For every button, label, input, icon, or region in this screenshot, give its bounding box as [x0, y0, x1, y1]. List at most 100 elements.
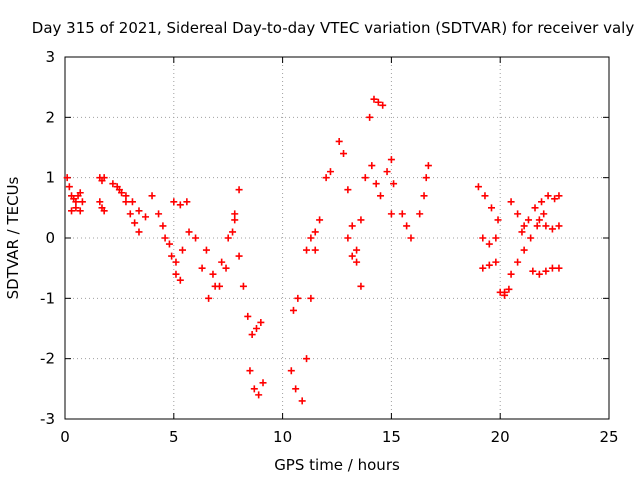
data-point — [485, 261, 493, 269]
data-point — [390, 180, 398, 188]
data-point — [361, 174, 369, 182]
data-point — [531, 204, 539, 212]
data-point — [398, 210, 406, 218]
data-point — [122, 192, 130, 200]
data-point — [348, 222, 356, 230]
data-point — [239, 282, 247, 290]
data-point — [292, 385, 300, 393]
data-point — [135, 207, 143, 215]
data-point — [100, 207, 108, 215]
x-tick-label: 25 — [599, 428, 618, 446]
y-tick-label: 0 — [45, 229, 55, 247]
data-point — [514, 258, 522, 266]
data-point — [307, 234, 315, 242]
data-point — [507, 270, 515, 278]
data-point — [218, 258, 226, 266]
axis-ticks — [64, 56, 610, 420]
data-point — [492, 234, 500, 242]
data-point — [407, 234, 415, 242]
data-point — [159, 222, 167, 230]
data-point — [357, 282, 365, 290]
data-point — [231, 216, 239, 224]
data-point — [377, 192, 385, 200]
data-point — [540, 210, 548, 218]
data-point — [357, 216, 365, 224]
data-point — [72, 198, 80, 206]
data-point — [311, 246, 319, 254]
data-point — [307, 294, 315, 302]
data-point — [250, 385, 258, 393]
data-point — [514, 210, 522, 218]
data-point — [533, 222, 541, 230]
data-point — [176, 276, 184, 284]
data-point — [548, 225, 556, 233]
data-point — [229, 228, 237, 236]
data-point — [252, 325, 260, 332]
x-tick-label: 10 — [273, 428, 292, 446]
data-point — [148, 192, 156, 200]
data-point — [255, 391, 263, 399]
data-point — [416, 210, 424, 218]
data-point — [555, 264, 563, 272]
data-point — [168, 252, 176, 260]
data-point — [235, 186, 243, 194]
data-point — [542, 222, 550, 230]
data-point — [492, 258, 500, 266]
data-point — [535, 216, 543, 224]
data-point — [294, 294, 302, 302]
data-point — [126, 210, 134, 218]
data-point — [311, 228, 319, 236]
data-point — [78, 198, 86, 206]
data-point — [348, 252, 356, 260]
y-tick-labels: -3 -2 -1 0 1 2 3 — [40, 48, 55, 428]
data-point — [172, 258, 180, 266]
data-point — [340, 150, 348, 158]
data-point — [544, 192, 552, 200]
x-tick-label: 15 — [382, 428, 401, 446]
data-point — [555, 222, 563, 230]
y-tick-label: -3 — [40, 410, 55, 428]
data-point — [353, 246, 361, 254]
x-tick-label: 20 — [491, 428, 510, 446]
data-point — [370, 95, 378, 103]
data-point — [529, 267, 537, 275]
data-point — [165, 240, 173, 248]
data-point — [142, 213, 150, 221]
data-point — [161, 234, 169, 242]
data-point — [538, 198, 546, 206]
grid-lines — [65, 57, 609, 419]
data-point — [487, 204, 495, 212]
data-point — [316, 216, 324, 224]
data-point — [548, 264, 556, 272]
y-tick-label: 3 — [45, 48, 55, 66]
y-axis-label: SDTVAR / TECUs — [4, 176, 22, 299]
data-point — [505, 285, 513, 293]
data-point — [298, 397, 306, 405]
data-point — [209, 270, 217, 278]
data-point — [259, 379, 267, 387]
data-point — [383, 168, 391, 176]
data-point — [246, 367, 254, 375]
data-point — [231, 210, 239, 218]
data-point — [222, 264, 230, 272]
data-point — [424, 162, 432, 170]
data-point — [520, 246, 528, 254]
data-point — [379, 101, 387, 109]
data-point — [176, 201, 184, 209]
data-point — [244, 312, 252, 320]
data-point — [335, 137, 343, 145]
data-point — [387, 156, 395, 164]
data-point — [474, 183, 482, 191]
data-point — [115, 186, 123, 194]
data-point — [403, 222, 411, 230]
data-point — [542, 267, 550, 275]
data-point — [185, 228, 193, 236]
data-point — [248, 331, 256, 339]
y-tick-label: -1 — [40, 289, 55, 307]
x-tick-label: 0 — [60, 428, 70, 446]
data-point — [289, 306, 297, 314]
data-point — [100, 174, 108, 182]
data-point — [135, 228, 143, 236]
data-point — [322, 174, 330, 182]
data-point — [344, 186, 352, 194]
